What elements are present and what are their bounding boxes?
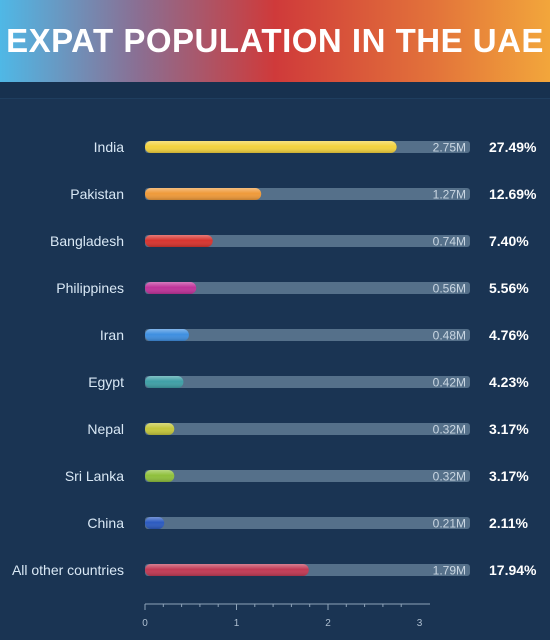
bar-row: Sri Lanka 0.32M 3.17% <box>65 468 529 484</box>
category-label: Philippines <box>56 280 124 296</box>
header-banner: EXPAT POPULATION IN THE UAE <box>0 0 550 82</box>
category-label: Pakistan <box>70 186 124 202</box>
percentage-label: 17.94% <box>489 562 537 578</box>
value-label: 2.75M <box>433 141 466 155</box>
percentage-label: 4.76% <box>489 327 529 343</box>
value-label: 0.21M <box>433 517 466 531</box>
bar-row: China 0.21M 2.11% <box>87 515 528 531</box>
percentage-label: 12.69% <box>489 186 537 202</box>
bar-highlight <box>145 329 189 341</box>
x-tick-label: 2 <box>325 618 331 629</box>
percentage-label: 27.49% <box>489 139 537 155</box>
bar-track <box>145 235 470 247</box>
bar-highlight <box>145 423 175 435</box>
bar-row: All other countries 1.79M 17.94% <box>12 562 537 578</box>
bar-track <box>145 376 470 388</box>
percentage-label: 3.17% <box>489 468 529 484</box>
bar-row: Nepal 0.32M 3.17% <box>87 421 529 437</box>
value-label: 0.56M <box>433 282 466 296</box>
bar-row: India 2.75M 27.49% <box>94 139 537 155</box>
bar-track <box>145 517 470 529</box>
category-label: China <box>87 515 124 531</box>
header-separator <box>0 82 550 99</box>
x-tick-label: 1 <box>234 618 240 629</box>
page-title: EXPAT POPULATION IN THE UAE <box>6 22 544 59</box>
value-label: 1.79M <box>433 564 466 578</box>
percentage-label: 7.40% <box>489 233 529 249</box>
bar-highlight <box>145 517 165 529</box>
category-label: Sri Lanka <box>65 468 124 484</box>
bar-track <box>145 470 470 482</box>
bar-row: Pakistan 1.27M 12.69% <box>70 186 537 202</box>
value-label: 1.27M <box>433 188 466 202</box>
bar-row: Egypt 0.42M 4.23% <box>88 374 529 390</box>
value-label: 0.48M <box>433 329 466 343</box>
value-label: 0.32M <box>433 470 466 484</box>
bar-highlight <box>145 376 184 388</box>
bar-track <box>145 282 470 294</box>
category-label: Bangladesh <box>50 233 124 249</box>
category-label: Egypt <box>88 374 124 390</box>
bar-track <box>145 423 470 435</box>
x-tick-label: 0 <box>142 618 148 629</box>
bar-row: Iran 0.48M 4.76% <box>100 327 529 343</box>
percentage-label: 3.17% <box>489 421 529 437</box>
category-label: Nepal <box>87 421 124 437</box>
value-label: 0.32M <box>433 423 466 437</box>
bar-row: Bangladesh 0.74M 7.40% <box>50 233 529 249</box>
percentage-label: 4.23% <box>489 374 529 390</box>
category-label: India <box>94 139 125 155</box>
bar-highlight <box>145 188 262 200</box>
percentage-label: 2.11% <box>489 515 528 531</box>
bar-track <box>145 329 470 341</box>
bar-highlight <box>145 564 309 576</box>
bar-row: Philippines 0.56M 5.56% <box>56 280 529 296</box>
bar-highlight <box>145 470 175 482</box>
category-label: Iran <box>100 327 124 343</box>
category-label: All other countries <box>12 562 124 578</box>
value-label: 0.74M <box>433 235 466 249</box>
bar-highlight <box>145 141 397 153</box>
value-label: 0.42M <box>433 376 466 390</box>
bar-highlight <box>145 282 197 294</box>
x-tick-label: 3 <box>417 618 423 629</box>
percentage-label: 5.56% <box>489 280 529 296</box>
bar-highlight <box>145 235 213 247</box>
